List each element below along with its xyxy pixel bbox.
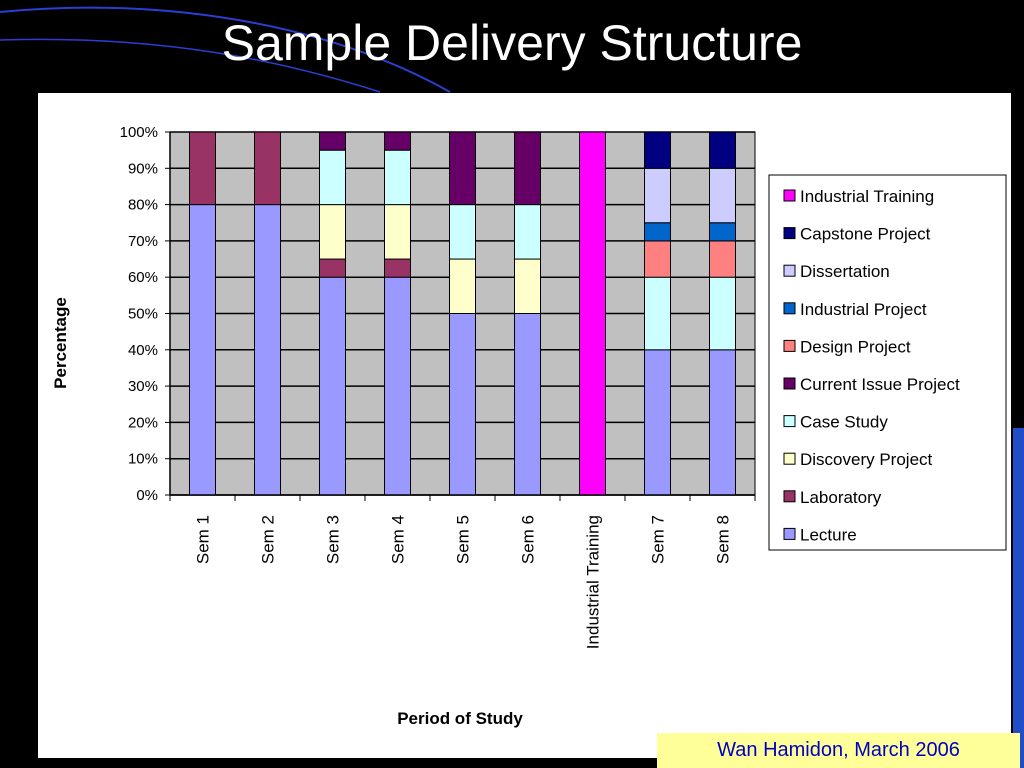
x-category-label: Sem 5 — [454, 515, 473, 564]
slide-accent-bar — [1013, 428, 1024, 768]
x-category-label: Sem 7 — [649, 515, 668, 564]
y-tick-label: 80% — [128, 197, 158, 214]
legend-label: Capstone Project — [800, 225, 931, 244]
bar-segment — [644, 240, 671, 278]
bar-segment — [384, 131, 411, 151]
bar-segment — [319, 204, 346, 260]
legend-items: Industrial Training Capstone Project Disse… — [783, 187, 960, 544]
bar-segment — [579, 131, 606, 496]
x-axis-title: Period of Study — [397, 709, 523, 728]
bar-segment — [709, 131, 736, 169]
footer-credit: Wan Hamidon, March 2006 — [657, 733, 1020, 768]
bar-segment — [449, 131, 476, 206]
legend-swatch — [783, 415, 796, 428]
legend-label: Lecture — [800, 525, 857, 544]
bar-segment — [514, 204, 541, 260]
x-category-label: Sem 6 — [519, 515, 538, 564]
bar-segment — [644, 349, 671, 496]
y-axis-title: Percentage — [51, 297, 70, 389]
y-tick-label: 60% — [128, 269, 158, 286]
bar-segment — [709, 276, 736, 351]
bar-segment — [384, 276, 411, 496]
y-tick-label: 50% — [128, 306, 158, 323]
bar-segment — [709, 167, 736, 224]
y-tick-label: 100% — [120, 124, 158, 141]
legend-swatch — [783, 527, 796, 540]
bar-segment — [189, 204, 216, 496]
x-category-label: Sem 2 — [259, 515, 278, 564]
x-category-label: Sem 4 — [389, 515, 408, 564]
legend-label: Case Study — [800, 413, 888, 432]
bar-segment — [514, 258, 541, 315]
legend-swatch — [783, 452, 796, 465]
axes — [165, 131, 756, 501]
y-tick-label: 70% — [128, 233, 158, 250]
legend-label: Laboratory — [800, 488, 882, 507]
legend-label: Current Issue Project — [800, 375, 960, 394]
bar-segment — [644, 131, 671, 169]
legend-label: Discovery Project — [800, 450, 933, 469]
y-tick-labels: 0% 10% 20% 30% 40% 50% 60% 70% 80% 90% 100% — [120, 124, 158, 504]
bar-segment — [319, 276, 346, 496]
y-tick-label: 0% — [136, 487, 158, 504]
y-tick-label: 10% — [128, 451, 158, 468]
bar-segment — [644, 222, 671, 242]
y-tick-label: 30% — [128, 378, 158, 395]
legend-swatch — [783, 302, 796, 315]
y-tick-label: 40% — [128, 342, 158, 359]
bar-segment — [189, 131, 216, 206]
bar-segment — [319, 131, 346, 151]
y-tick-label: 90% — [128, 160, 158, 177]
bars — [189, 131, 736, 496]
x-category-labels: Sem 1 Sem 2 Sem 3 Sem 4 Sem 5 Sem 6 Industrial… — [194, 515, 733, 649]
legend-swatch — [783, 189, 796, 202]
bar-segment — [644, 167, 671, 224]
bar-segment — [449, 204, 476, 260]
legend-label: Industrial Project — [800, 300, 927, 319]
bar-segment — [709, 240, 736, 278]
legend-label: Dissertation — [800, 262, 890, 281]
bar-segment — [319, 258, 346, 278]
legend-swatch — [783, 490, 796, 503]
legend-box — [768, 174, 1007, 551]
bar-segment — [449, 258, 476, 315]
bar-segment — [449, 313, 476, 496]
x-category-label: Sem 3 — [324, 515, 343, 564]
bar-segment — [709, 222, 736, 242]
x-category-label: Industrial Training — [584, 515, 603, 649]
bar-segment — [384, 258, 411, 278]
bar-segment — [384, 149, 411, 206]
legend-swatch — [783, 264, 796, 277]
slide-title: Sample Delivery Structure — [221, 15, 803, 71]
bar-segment — [514, 313, 541, 496]
x-category-label: Sem 8 — [714, 515, 733, 564]
legend-label: Industrial Training — [800, 187, 934, 206]
bar-segment — [319, 149, 346, 206]
legend-label: Design Project — [800, 337, 911, 356]
bar-segment — [384, 204, 411, 260]
bar-segment — [709, 349, 736, 496]
bar-segment — [514, 131, 541, 206]
legend-swatch — [783, 227, 796, 240]
legend-swatch — [783, 339, 796, 352]
x-category-label: Sem 1 — [194, 515, 213, 564]
bar-segment — [254, 204, 281, 496]
bar-segment — [254, 131, 281, 206]
bar-segment — [644, 276, 671, 351]
y-tick-label: 20% — [128, 414, 158, 431]
legend-swatch — [783, 377, 796, 390]
legend: Industrial Training Capstone Project Disse… — [768, 174, 1007, 551]
